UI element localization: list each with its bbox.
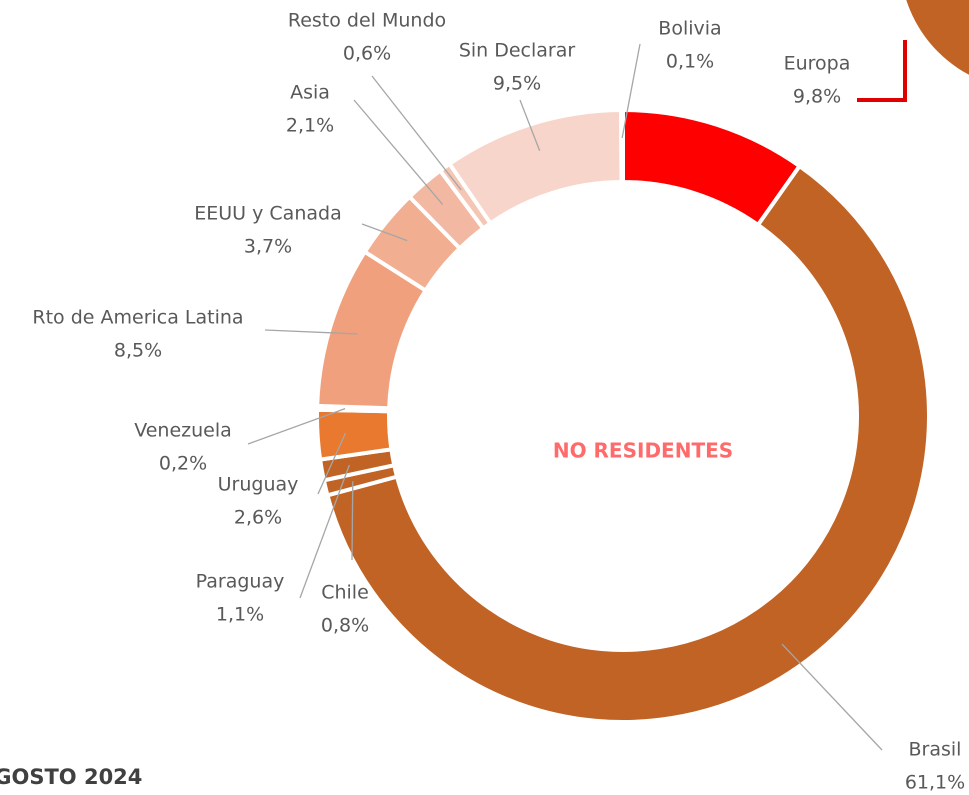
value-label: 2,1% — [286, 115, 334, 137]
value-label: 0,2% — [159, 453, 207, 475]
subtitle: AGOSTO 2024 — [0, 765, 142, 789]
slice — [324, 163, 931, 724]
value-label: 3,7% — [244, 236, 292, 258]
leader-line — [371, 75, 462, 191]
leader-line — [781, 643, 883, 751]
category-label: Brasil — [909, 739, 962, 761]
slice — [315, 407, 394, 462]
leader-line — [353, 99, 444, 205]
category-label: Chile — [321, 582, 369, 604]
corner-badge — [906, 0, 969, 75]
value-label: 0,1% — [666, 51, 714, 73]
leader-line — [264, 329, 358, 335]
labels: Europa 9,8% Brasil 61,1% Chile 0,8% Paraguay 1,… — [32, 10, 965, 794]
category-label: EEUU y Canada — [194, 203, 341, 225]
value-label: 2,6% — [234, 507, 282, 529]
category-label: Bolivia — [658, 18, 721, 40]
category-label: Resto del Mundo — [288, 10, 446, 32]
value-label: 9,8% — [793, 86, 841, 108]
category-label: Paraguay — [196, 571, 285, 593]
donut — [315, 107, 931, 724]
value-label: 0,8% — [321, 615, 369, 637]
leader-line — [351, 481, 354, 561]
value-label: 8,5% — [114, 340, 162, 362]
value-label: 1,1% — [216, 604, 264, 626]
category-label: Europa — [784, 53, 851, 75]
category-label: Venezuela — [134, 420, 232, 442]
leader-line — [519, 99, 541, 152]
leader-line — [621, 43, 641, 139]
center-label: NO RESIDENTES — [553, 439, 733, 463]
leader-line — [299, 464, 350, 599]
value-label: 9,5% — [493, 73, 541, 95]
leader-line — [361, 223, 408, 242]
category-label: Sin Declarar — [459, 40, 576, 62]
value-label: 0,6% — [343, 43, 391, 65]
category-label: Uruguay — [218, 474, 299, 496]
value-label: 61,1% — [905, 772, 965, 794]
callout-bracket — [857, 40, 907, 102]
category-label: Asia — [290, 82, 330, 104]
slice — [619, 107, 625, 185]
category-label: Rto de America Latina — [32, 307, 243, 329]
leader-line — [247, 407, 346, 445]
leader-line — [317, 432, 347, 495]
